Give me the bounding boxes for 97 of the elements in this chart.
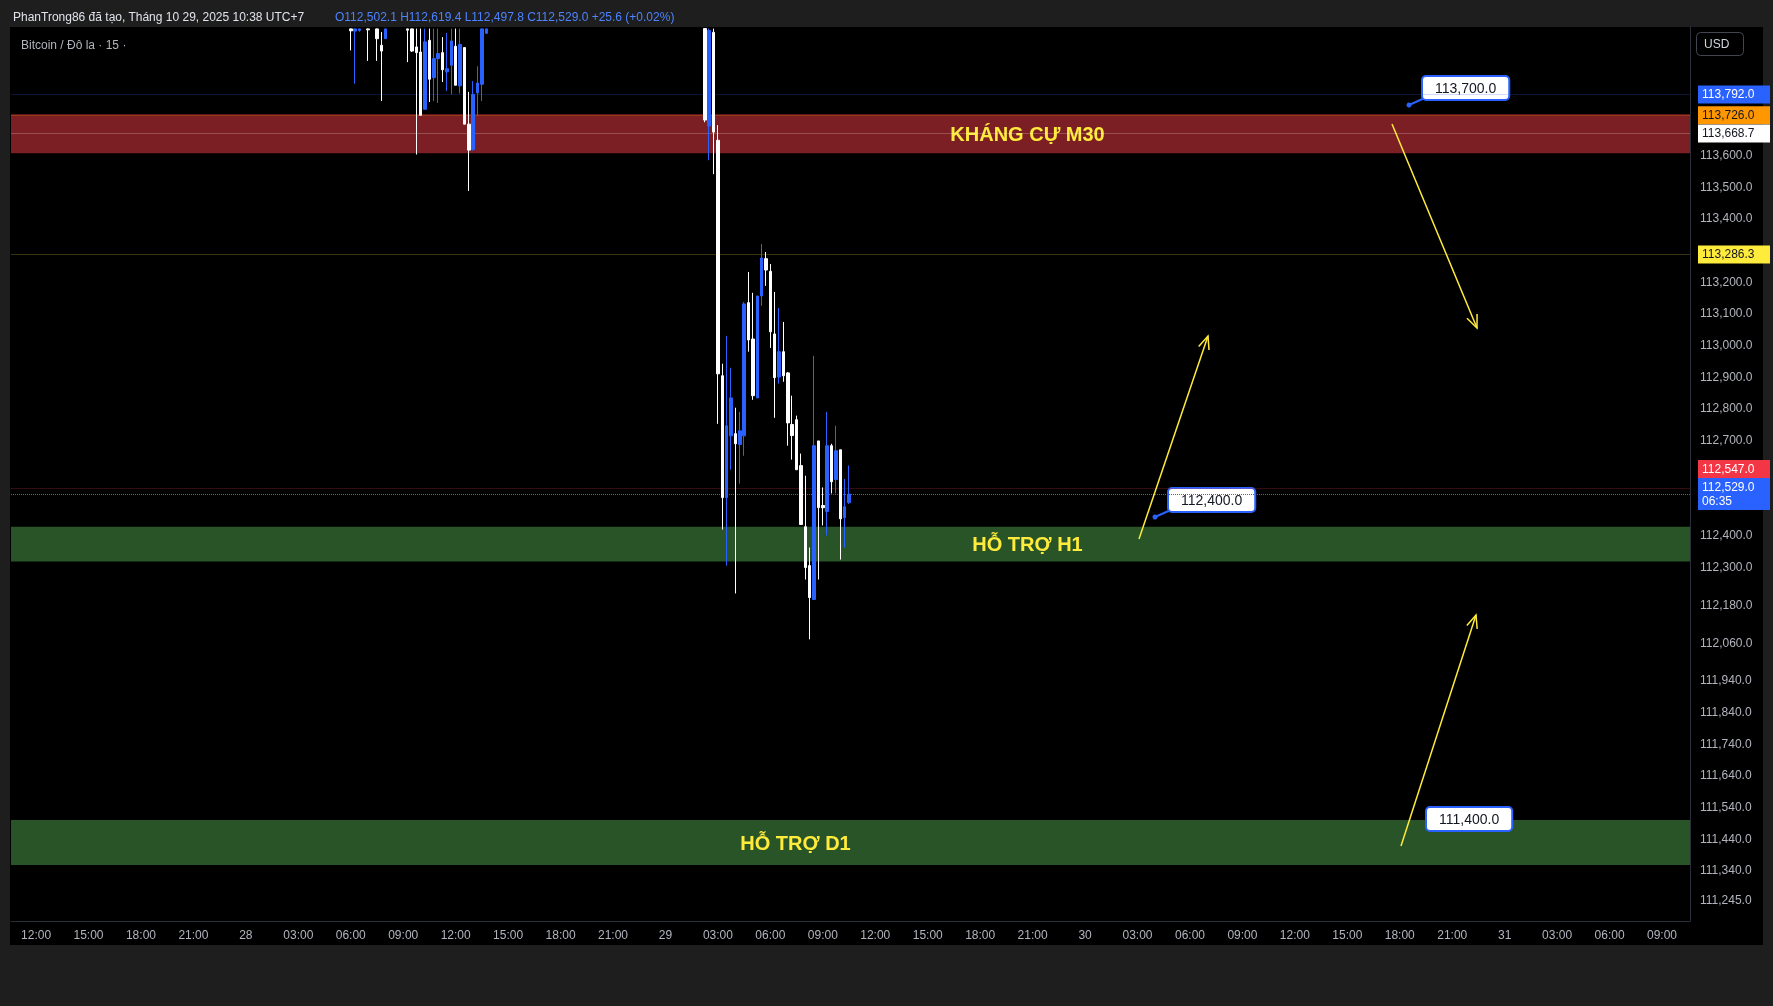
x-tick-label: 31 — [1498, 928, 1512, 942]
ref-line-label: 113,668.7 — [1702, 126, 1755, 141]
candlestick — [375, 28, 379, 62]
y-tick-label: 111,245.0 — [1700, 893, 1752, 908]
x-tick-label: 18:00 — [965, 928, 996, 942]
y-tick-label: 111,340.0 — [1700, 863, 1752, 878]
x-tick-label: 15:00 — [1332, 928, 1363, 942]
x-tick-label: 12:00 — [1279, 928, 1311, 942]
candlestick — [707, 28, 711, 161]
candlestick — [441, 36, 444, 83]
candlestick — [445, 32, 449, 92]
candlestick — [428, 28, 431, 103]
x-tick-label: 15:00 — [493, 928, 524, 942]
x-tick-label: 29 — [658, 928, 673, 942]
x-tick-label: 06:00 — [1174, 928, 1206, 942]
annotation: 112,400.0 — [1181, 492, 1243, 508]
x-tick-label: 06:00 — [335, 928, 367, 942]
text: O112,502.1 H112,619.4 L112,497.8 C112,529.0 +25.6 (+0.02%) — [335, 10, 675, 24]
annotation: 111,400.0 — [1439, 811, 1500, 827]
ref-line-label: 113,792.0 — [1702, 87, 1755, 102]
y-tick-label: 112,060.0 — [1700, 635, 1753, 650]
annotation: 113,700.0 — [1435, 80, 1497, 96]
y-tick-label: 112,700.0 — [1700, 432, 1753, 447]
x-tick-label: 18:00 — [125, 928, 157, 942]
ref-line-label: 113,726.0 — [1702, 108, 1755, 123]
candlestick — [349, 28, 353, 51]
ref-line-label: 112,529.0 06:35 — [1702, 480, 1755, 509]
y-tick-label: 112,900.0 — [1700, 369, 1753, 384]
x-tick-label: 03:00 — [283, 928, 314, 942]
candlestick — [716, 124, 720, 425]
x-tick-label: 18:00 — [1384, 928, 1416, 942]
x-tick-label: 09:00 — [807, 928, 839, 942]
x-tick-label: 03:00 — [1542, 928, 1573, 942]
candlestick — [450, 28, 453, 95]
chart-subtitle: PhanTrong86 đã tạo, Tháng 10 29, 2025 10:38 UTC+7 — [13, 10, 305, 24]
x-tick-label: 15:00 — [912, 928, 944, 942]
candlestick — [830, 443, 833, 494]
ref-line-label: 112,547.0 — [1702, 462, 1755, 477]
candlestick — [734, 407, 737, 594]
y-tick-label: 113,400.0 — [1700, 211, 1753, 226]
text: USD — [1704, 37, 1730, 51]
candlestick — [703, 28, 707, 123]
candlestick — [777, 307, 781, 385]
band-label: HỖ TRỢ D1 — [740, 830, 851, 854]
band-label: KHÁNG CỰ M30 — [950, 122, 1105, 145]
candlestick — [458, 28, 462, 94]
x-tick-label: 21:00 — [1437, 928, 1468, 942]
candlestick — [384, 28, 387, 40]
x-tick-label: 09:00 — [388, 928, 419, 942]
candlestick — [454, 28, 457, 86]
y-tick-label: 111,540.0 — [1700, 800, 1752, 815]
candlestick — [471, 80, 475, 152]
ref-line-label: 113,286.3 — [1702, 247, 1755, 262]
x-tick-label: 09:00 — [1647, 928, 1678, 942]
x-tick-label: 06:00 — [1594, 928, 1625, 942]
x-tick-label: 21:00 — [1017, 928, 1048, 942]
y-tick-label: 112,180.0 — [1700, 597, 1753, 612]
x-tick-label: 03:00 — [1122, 928, 1153, 942]
candlestick — [712, 28, 715, 175]
x-tick-label: 09:00 — [1227, 928, 1258, 942]
candlestick — [380, 31, 383, 102]
y-tick-label: 111,940.0 — [1700, 673, 1752, 688]
y-tick-label: 111,440.0 — [1700, 831, 1752, 846]
x-tick-label: 18:00 — [545, 928, 576, 942]
candlestick — [769, 263, 772, 349]
band-label: HỖ TRỢ H1 — [972, 532, 1083, 556]
x-tick-label: 21:00 — [598, 928, 629, 942]
x-tick-label: 30 — [1078, 928, 1093, 942]
candlestick — [423, 28, 427, 110]
y-tick-label: 112,300.0 — [1700, 559, 1753, 574]
y-tick-label: 111,740.0 — [1700, 736, 1752, 751]
y-tick-label: 111,840.0 — [1700, 705, 1752, 720]
y-tick-label: 113,000.0 — [1700, 338, 1753, 353]
candlestick — [436, 28, 440, 104]
y-tick-label: 113,600.0 — [1700, 148, 1753, 163]
x-tick-label: 12:00 — [440, 928, 471, 942]
x-tick-label: 03:00 — [702, 928, 734, 942]
x-tick-label: 21:00 — [178, 928, 209, 942]
candlestick — [721, 363, 724, 531]
y-tick-label: 113,500.0 — [1700, 179, 1753, 194]
candlestick — [773, 291, 776, 419]
candlestick — [353, 28, 357, 85]
x-tick-label: 28 — [239, 928, 253, 942]
x-tick-label: 12:00 — [860, 928, 891, 942]
x-tick-label: 06:00 — [755, 928, 786, 942]
x-tick-label: 15:00 — [73, 928, 104, 942]
candlestick — [366, 28, 370, 62]
candlestick — [839, 449, 842, 561]
y-tick-label: 112,400.0 — [1700, 527, 1753, 542]
candlestick — [432, 28, 436, 102]
y-tick-label: 112,800.0 — [1700, 401, 1753, 416]
text: Bitcoin / Đô la · 15 · — [21, 38, 127, 52]
candlestick — [764, 251, 768, 287]
y-tick-label: 113,100.0 — [1700, 306, 1753, 321]
y-tick-label: 111,640.0 — [1700, 768, 1752, 783]
x-tick-label: 12:00 — [21, 928, 52, 942]
y-tick-label: 113,200.0 — [1700, 274, 1753, 289]
